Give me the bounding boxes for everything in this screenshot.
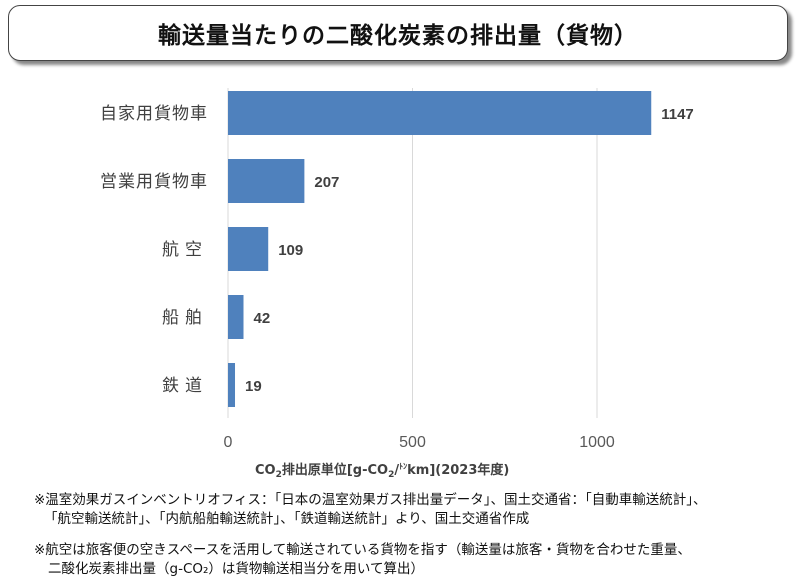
category-label: 航空 (162, 240, 208, 260)
data-label: 42 (253, 310, 270, 327)
x-tick-label: 0 (224, 434, 233, 451)
category-label: 船舶 (162, 308, 208, 328)
x-tick-label: 500 (399, 434, 426, 451)
bar (228, 295, 244, 339)
data-label: 1147 (661, 106, 694, 123)
category-label: 営業用貨物車 (100, 172, 208, 192)
note-line-3: ※航空は旅客便の空きスペースを活用して輸送されている貨物を指す（輸送量は旅客・貨… (34, 542, 691, 558)
bar (228, 159, 305, 203)
note-line-4: 二酸化炭素排出量（g-CO₂）は貨物輸送相当分を用いて算出） (48, 561, 424, 577)
data-label: 19 (245, 378, 262, 395)
x-tick-label: 1000 (579, 434, 615, 451)
source-note: ※温室効果ガスインベントリオフィス：「日本の温室効果ガス排出量データ」、国土交通… (34, 491, 707, 529)
category-label: 自家用貨物車 (100, 104, 208, 124)
note-line-1: ※温室効果ガスインベントリオフィス：「日本の温室効果ガス排出量データ」、国土交通… (34, 492, 707, 508)
aviation-note: ※航空は旅客便の空きスペースを活用して輸送されている貨物を指す（輸送量は旅客・貨… (34, 541, 691, 579)
title-box: 輸送量当たりの二酸化炭素の排出量（貨物） (8, 5, 788, 61)
bar (228, 91, 652, 135)
bar (228, 227, 269, 271)
note-line-2: 「航空輸送統計」、「内航船舶輸送統計」、「鉄道輸送統計」より、国土交通省作成 (44, 511, 530, 527)
chart-title: 輸送量当たりの二酸化炭素の排出量（貨物） (158, 23, 638, 49)
data-label: 207 (314, 174, 339, 191)
data-label: 109 (278, 242, 303, 259)
category-label: 鉄道 (162, 376, 208, 396)
x-axis-label: CO2排出原単位[g-CO2/ﾄﾝkm](2023年度) (255, 462, 509, 480)
bar (228, 363, 236, 407)
